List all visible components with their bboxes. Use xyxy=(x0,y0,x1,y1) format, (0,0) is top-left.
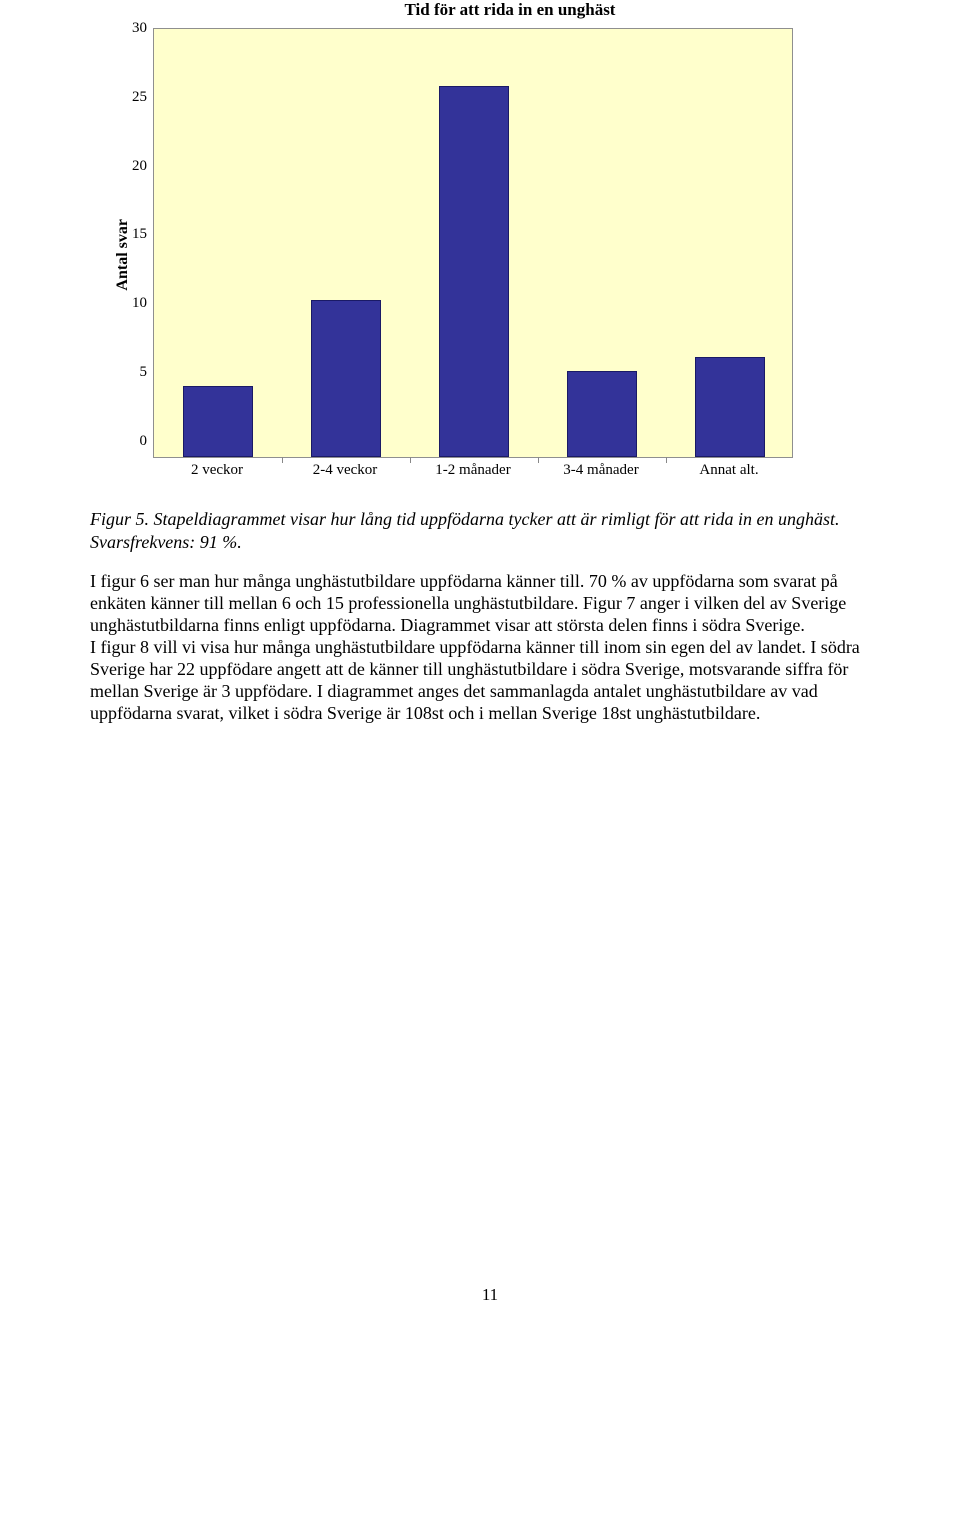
chart-x-label: 1-2 månader xyxy=(435,462,510,479)
chart-y-tick: 15 xyxy=(132,226,147,243)
body-paragraph: I figur 6 ser man hur många unghästutbil… xyxy=(90,571,890,725)
chart-container: Tid för att rida in en unghäst Antal sva… xyxy=(110,0,890,482)
chart-y-tick: 25 xyxy=(132,89,147,106)
chart-x-label: 3-4 månader xyxy=(563,462,638,479)
document-page: Tid för att rida in en unghäst Antal sva… xyxy=(0,0,960,1345)
chart-x-axis-labels: 2 veckor 2-4 veckor 1-2 månader 3-4 månader… xyxy=(153,458,793,482)
chart-box: Antal svar 302520151050 2 veckor2-4 veck… xyxy=(110,28,890,482)
figure-caption: Figur 5. Stapeldiagrammet visar hur lång… xyxy=(90,508,890,553)
figure-caption-label: Figur 5. xyxy=(90,509,154,529)
page-number: 11 xyxy=(90,1285,890,1305)
chart-y-tick: 10 xyxy=(132,295,147,312)
chart-x-label: 2-4 veckor xyxy=(313,462,378,479)
chart-y-tick: 30 xyxy=(132,20,147,37)
chart-bar xyxy=(439,86,509,457)
chart-y-tick: 5 xyxy=(140,364,148,381)
chart-y-tick: 0 xyxy=(140,433,148,450)
chart-bar xyxy=(311,300,381,457)
chart-bar xyxy=(695,357,765,457)
figure-caption-text: Stapeldiagrammet visar hur lång tid uppf… xyxy=(90,509,840,552)
chart-y-axis-label: Antal svar xyxy=(110,219,132,291)
chart-x-label: 2 veckor xyxy=(191,462,243,479)
chart-plot-area xyxy=(153,28,793,458)
chart-y-axis-ticks: 30 25 20 15 10 5 0 xyxy=(132,20,153,450)
chart-title: Tid för att rida in en unghäst xyxy=(130,0,890,20)
chart-x-label: Annat alt. xyxy=(699,462,758,479)
chart-bar xyxy=(183,386,253,457)
chart-plot-wrap: 2 veckor 2-4 veckor 1-2 månader 3-4 månader… xyxy=(153,28,793,482)
chart-bar xyxy=(567,371,637,457)
chart-y-tick: 20 xyxy=(132,158,147,175)
